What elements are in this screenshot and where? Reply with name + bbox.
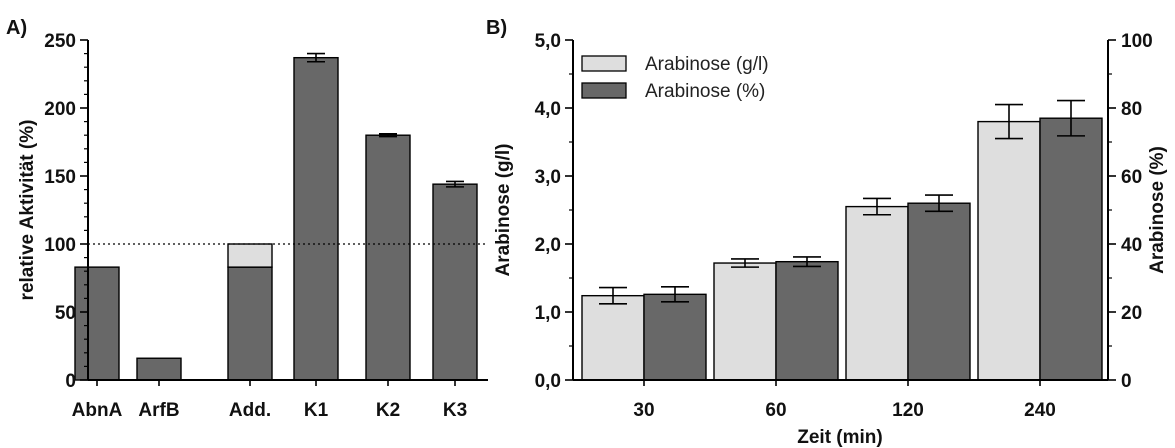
error-bar-gl-120 — [863, 197, 891, 216]
x-tick-label-a: K2 — [376, 400, 400, 421]
legend-label-1: Arabinose (%) — [645, 81, 765, 102]
bar-gl-240 — [977, 120, 1041, 381]
panel-label-b: B) — [486, 17, 507, 39]
y-tick-label-left-b: 0,0 — [535, 371, 561, 392]
bar-gl-60 — [713, 262, 777, 381]
y-axis-title-left-b: Arabinose (g/l) — [493, 143, 514, 276]
error-bar-gl-60 — [731, 258, 759, 268]
y-axis-title-right-b: Arabinose (%) — [1147, 146, 1168, 274]
panel-label-a: A) — [6, 17, 27, 39]
bar-k3 — [432, 183, 478, 381]
error-bar-k3 — [446, 180, 464, 188]
legend-label-0: Arabinose (g/l) — [645, 54, 769, 75]
error-bar-gl-30 — [599, 286, 627, 305]
x-tick-label-a: Add. — [229, 400, 271, 421]
y-axis-title-a: relative Aktivität (%) — [17, 120, 38, 301]
legend-swatch-1 — [581, 82, 627, 99]
bar-arfb — [136, 357, 182, 381]
error-bar-pct-120 — [925, 194, 953, 213]
legend-swatch-0 — [581, 55, 627, 72]
y-tick-label-a: 250 — [44, 31, 76, 52]
x-tick-label-b: 120 — [892, 400, 924, 421]
bar-pct-60 — [775, 260, 839, 381]
y-tick-label-left-b: 2,0 — [535, 235, 561, 256]
error-bar-pct-30 — [661, 286, 689, 303]
y-tick-label-right-b: 0 — [1121, 371, 1132, 392]
legend-b: Arabinose (g/l) Arabinose (%) — [581, 54, 769, 102]
bar-add — [227, 266, 273, 381]
y-tick-label-left-b: 3,0 — [535, 167, 561, 188]
y-tick-label-right-b: 60 — [1121, 167, 1142, 188]
bar-k1 — [293, 56, 339, 381]
bar-add-remainder — [227, 243, 273, 268]
x-tick-label-a: AbnA — [72, 400, 123, 421]
error-bar-pct-60 — [793, 256, 821, 268]
bar-pct-30 — [643, 293, 707, 381]
error-bar-k2 — [379, 133, 397, 138]
y-tick-label-a: 200 — [44, 99, 76, 120]
bar-k2 — [365, 134, 411, 381]
x-tick-label-a: K1 — [304, 400, 329, 421]
bar-gl-120 — [845, 205, 909, 381]
y-tick-label-a: 50 — [55, 303, 76, 324]
y-tick-label-a: 150 — [44, 167, 76, 188]
bar-pct-240 — [1039, 117, 1103, 381]
x-tick-label-a: ArfB — [138, 400, 179, 421]
bar-pct-120 — [907, 202, 971, 381]
x-tick-label-b: 30 — [633, 400, 654, 421]
bar-abna — [74, 266, 120, 381]
bar-gl-30 — [581, 294, 645, 381]
y-tick-label-a: 0 — [65, 371, 76, 392]
error-bar-k1 — [307, 52, 325, 63]
y-tick-label-right-b: 20 — [1121, 303, 1142, 324]
error-bar-pct-240 — [1057, 99, 1085, 137]
y-tick-label-right-b: 40 — [1121, 235, 1142, 256]
y-tick-label-a: 100 — [44, 235, 76, 256]
y-tick-label-left-b: 1,0 — [535, 303, 561, 324]
y-tick-label-right-b: 80 — [1121, 99, 1142, 120]
x-axis-title-b: Zeit (min) — [797, 427, 883, 448]
x-tick-label-b: 240 — [1024, 400, 1056, 421]
y-tick-label-left-b: 4,0 — [535, 99, 561, 120]
y-tick-label-right-b: 100 — [1121, 31, 1153, 52]
x-tick-label-b: 60 — [765, 400, 786, 421]
x-tick-label-a: K3 — [443, 400, 467, 421]
error-bar-gl-240 — [995, 103, 1023, 140]
y-tick-label-left-b: 5,0 — [535, 31, 561, 52]
